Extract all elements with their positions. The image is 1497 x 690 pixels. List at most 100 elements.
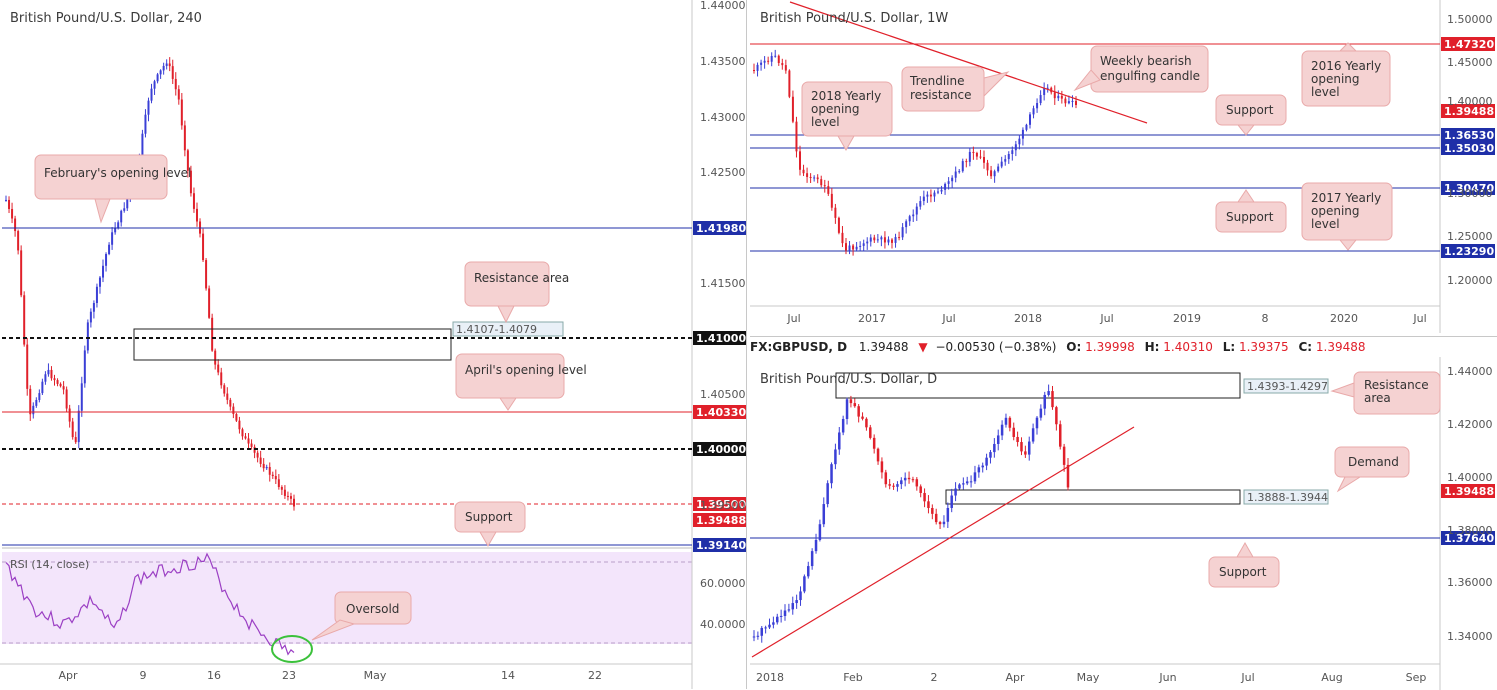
weekly-time-tick: Jul bbox=[1099, 312, 1113, 325]
h4-zone-label-box bbox=[452, 321, 564, 337]
h4-candle-body bbox=[159, 70, 162, 75]
daily-candle-body bbox=[783, 610, 787, 616]
daily-candle-body bbox=[1066, 464, 1070, 488]
daily-candle-body bbox=[923, 492, 926, 502]
daily-candle-body bbox=[946, 507, 950, 522]
h4-candles bbox=[5, 57, 295, 511]
h4-candle-body bbox=[38, 393, 41, 400]
rsi-tick: 60.0000 bbox=[700, 577, 746, 590]
weekly-candle-body bbox=[1007, 154, 1010, 160]
daily-candle-body bbox=[818, 524, 822, 540]
daily-candle-body bbox=[965, 481, 969, 484]
h4-candle-body bbox=[23, 295, 26, 345]
weekly-candle-body bbox=[837, 217, 840, 233]
h4-price-tag-text: 1.39500 bbox=[696, 498, 746, 511]
daily-candle-body bbox=[1035, 417, 1039, 429]
daily-candle-body bbox=[768, 624, 771, 628]
h4-time-axis: Apr 9 16 23 May 14 22 bbox=[58, 669, 602, 682]
h4-price-tag bbox=[693, 513, 746, 527]
h4-price-tick: 1.42500 bbox=[700, 166, 746, 179]
callout-d-support: Support bbox=[1219, 565, 1267, 579]
daily-chart-panel[interactable]: FX:GBPUSD, D 1.39488 ▼ −0.00530 (−0.38%)… bbox=[750, 336, 1497, 690]
h4-zone-label: 1.4107-1.4079 bbox=[456, 323, 537, 336]
h4-candle-body bbox=[256, 452, 259, 458]
h4-price-tick: 1.40500 bbox=[700, 388, 746, 401]
daily-candle-body bbox=[931, 507, 934, 514]
daily-time-tick: Sep bbox=[1406, 671, 1427, 684]
daily-time-tick: Jul bbox=[1240, 671, 1254, 684]
h4-candle-body bbox=[286, 495, 289, 497]
weekly-candle-body bbox=[1014, 144, 1017, 151]
daily-candle-body bbox=[1055, 407, 1058, 425]
weekly-candle-body bbox=[993, 171, 996, 177]
daily-candle-body bbox=[896, 484, 899, 487]
weekly-candle-body bbox=[1046, 87, 1049, 89]
callout-resistance-area: Resistance area bbox=[464, 261, 569, 324]
callout-demand-text: Demand bbox=[1348, 455, 1399, 469]
weekly-candle-body bbox=[806, 173, 809, 177]
weekly-candle-body bbox=[912, 214, 915, 217]
daily-candle-body bbox=[787, 609, 791, 611]
daily-candle-body bbox=[876, 448, 880, 462]
header-change: −0.00530 (−0.38%) bbox=[935, 340, 1056, 354]
rsi-axis: 60.0000 40.0000 bbox=[700, 577, 746, 631]
weekly-chart-panel[interactable]: British Pound/U.S. Dollar, 1W Weekly bea… bbox=[750, 0, 1497, 333]
h4-price-tag bbox=[693, 331, 746, 345]
daily-candle-body bbox=[807, 566, 810, 577]
h4-levels bbox=[2, 227, 692, 546]
daily-candle-body bbox=[795, 600, 798, 604]
callout-2017-line3: level bbox=[1311, 217, 1340, 231]
weekly-time-tick: 2018 bbox=[1014, 312, 1042, 325]
header-open: 1.39998 bbox=[1085, 340, 1135, 354]
daily-time-tick: 2 bbox=[931, 671, 938, 684]
daily-time-tick: 2018 bbox=[756, 671, 784, 684]
h4-candle-body bbox=[5, 199, 7, 201]
h4-price-tag-text: 1.39488 bbox=[696, 514, 746, 527]
callout-dres-line2: area bbox=[1364, 391, 1391, 405]
h4-candle-body bbox=[265, 466, 268, 469]
daily-time-tick: Apr bbox=[1005, 671, 1025, 684]
weekly-candle-body bbox=[922, 196, 925, 202]
callout-support-weekly-1: Support bbox=[1215, 94, 1287, 136]
h4-time-tick: 23 bbox=[282, 669, 296, 682]
weekly-candle-body bbox=[933, 192, 936, 197]
h4-candle-body bbox=[56, 380, 59, 384]
h4-candle-body bbox=[183, 125, 186, 151]
daily-res-label-box bbox=[1243, 378, 1329, 394]
rsi-line bbox=[5, 552, 295, 656]
daily-price-tag bbox=[1441, 531, 1495, 545]
weekly-time-tick: 2020 bbox=[1330, 312, 1358, 325]
daily-candle-body bbox=[969, 481, 973, 483]
weekly-candle-body bbox=[855, 246, 858, 250]
daily-candle-body bbox=[853, 403, 857, 407]
weekly-candle-body bbox=[954, 171, 957, 178]
h4-time-tick: 16 bbox=[207, 669, 221, 682]
daily-candle-body bbox=[880, 461, 884, 473]
weekly-candle-body bbox=[1057, 95, 1060, 99]
h4-chart-panel[interactable]: 1.4107-1.4079 British Pound/U.S. Dollar,… bbox=[0, 0, 747, 689]
weekly-time-tick: Jul bbox=[786, 312, 800, 325]
callout-support-h4: Support bbox=[454, 501, 526, 548]
daily-chart[interactable]: FX:GBPUSD, D 1.39488 ▼ −0.00530 (−0.38%)… bbox=[750, 337, 1497, 690]
weekly-candle-body bbox=[830, 193, 833, 208]
h4-candle-body bbox=[68, 408, 71, 422]
weekly-candle-body bbox=[1064, 98, 1067, 104]
callout-w-support2: Support bbox=[1226, 210, 1274, 224]
daily-candle-body bbox=[841, 418, 845, 433]
weekly-candle-body bbox=[990, 170, 993, 177]
weekly-time-tick: Jul bbox=[1412, 312, 1426, 325]
weekly-candle-body bbox=[905, 221, 908, 228]
daily-candle-body bbox=[962, 483, 965, 485]
daily-price-tick: 1.38000 bbox=[1447, 524, 1493, 537]
daily-price-tick: 1.42000 bbox=[1447, 418, 1493, 431]
h4-candle-body bbox=[238, 420, 241, 430]
callout-dres-line1: Resistance bbox=[1364, 378, 1429, 392]
h4-chart[interactable]: 1.4107-1.4079 British Pound/U.S. Dollar,… bbox=[0, 0, 746, 689]
weekly-chart[interactable]: British Pound/U.S. Dollar, 1W Weekly bea… bbox=[750, 0, 1497, 333]
h4-candle-body bbox=[186, 150, 189, 171]
weekly-candle-body bbox=[919, 201, 922, 207]
weekly-candle-body bbox=[781, 63, 784, 66]
daily-candle-body bbox=[1004, 417, 1008, 425]
daily-header: FX:GBPUSD, D 1.39488 ▼ −0.00530 (−0.38%)… bbox=[750, 340, 1366, 354]
